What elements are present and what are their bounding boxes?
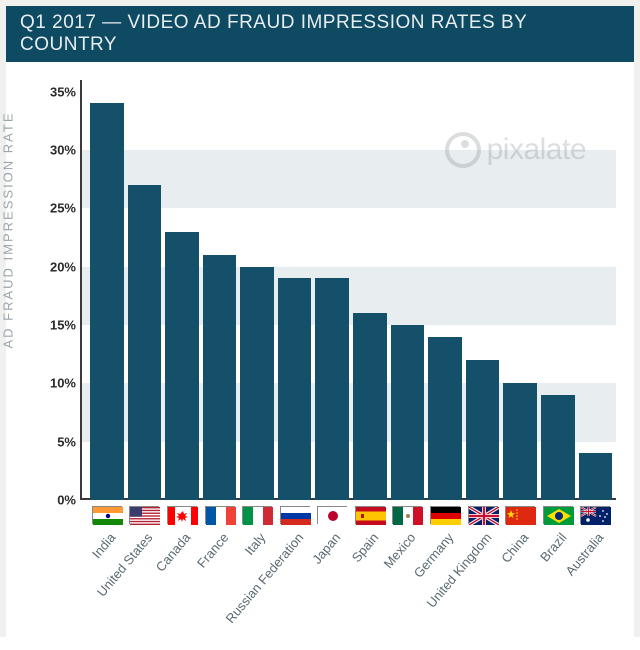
x-axis: IndiaUnited StatesCanadaFranceItalyRussi… <box>90 500 612 650</box>
x-category: Spain <box>353 500 387 650</box>
jp-flag-icon <box>317 506 347 524</box>
bar <box>391 325 425 500</box>
cn-flag-icon <box>505 506 535 524</box>
x-tick-label: France <box>194 530 232 571</box>
bar <box>579 453 613 500</box>
fr-flag-icon <box>205 506 235 524</box>
us-flag-icon <box>129 506 159 524</box>
bar <box>541 395 575 500</box>
bar <box>428 337 462 500</box>
au-flag-icon <box>580 506 610 524</box>
gb-flag-icon <box>468 506 498 524</box>
ru-flag-icon <box>280 506 310 524</box>
chart-area: AD FRAUD IMPRESSION RATE pixalate 0%5%10… <box>6 62 634 650</box>
x-tick-label: Spain <box>348 530 381 565</box>
x-tick-label: India <box>89 530 119 561</box>
bar <box>315 278 349 500</box>
bar <box>278 278 312 500</box>
bars-group <box>90 80 612 500</box>
es-flag-icon <box>355 506 385 524</box>
x-tick-label: Italy <box>242 530 269 558</box>
x-category: United States <box>128 500 162 650</box>
plot-area: pixalate 0%5%10%15%20%25%30%35% <box>80 80 616 500</box>
mx-flag-icon <box>392 506 422 524</box>
br-flag-icon <box>543 506 573 524</box>
bar <box>90 103 124 500</box>
y-axis-title: AD FRAUD IMPRESSION RATE <box>1 111 16 348</box>
x-category: China <box>503 500 537 650</box>
bar <box>240 267 274 500</box>
x-category: France <box>203 500 237 650</box>
bar <box>353 313 387 500</box>
y-tick-label: 20% <box>38 259 76 274</box>
chart-title-bar: Q1 2017 — VIDEO AD FRAUD IMPRESSION RATE… <box>6 6 634 62</box>
y-tick-label: 10% <box>38 376 76 391</box>
x-tick-label: Brazil <box>537 530 569 565</box>
x-category: Russian Federation <box>278 500 312 650</box>
de-flag-icon <box>430 506 460 524</box>
it-flag-icon <box>242 506 272 524</box>
chart-title: Q1 2017 — VIDEO AD FRAUD IMPRESSION RATE… <box>20 12 527 55</box>
x-category: Japan <box>315 500 349 650</box>
bar <box>165 232 199 500</box>
x-tick-label: Mexico <box>381 530 419 571</box>
x-tick-label: Japan <box>309 530 343 567</box>
x-category: Canada <box>165 500 199 650</box>
bar <box>203 255 237 500</box>
y-axis-line <box>80 80 82 500</box>
y-tick-label: 30% <box>38 143 76 158</box>
y-tick-label: 35% <box>38 84 76 99</box>
y-tick-label: 15% <box>38 318 76 333</box>
y-tick-label: 25% <box>38 201 76 216</box>
x-category: United Kingdom <box>466 500 500 650</box>
y-tick-label: 5% <box>38 434 76 449</box>
bar <box>128 185 162 500</box>
x-tick-label: China <box>498 530 531 566</box>
ca-flag-icon <box>167 506 197 524</box>
page-container: Q1 2017 — VIDEO AD FRAUD IMPRESSION RATE… <box>0 0 640 637</box>
y-tick-label: 0% <box>38 493 76 508</box>
x-category: Australia <box>579 500 613 650</box>
bar <box>466 360 500 500</box>
bar <box>503 383 537 500</box>
in-flag-icon <box>92 506 122 524</box>
